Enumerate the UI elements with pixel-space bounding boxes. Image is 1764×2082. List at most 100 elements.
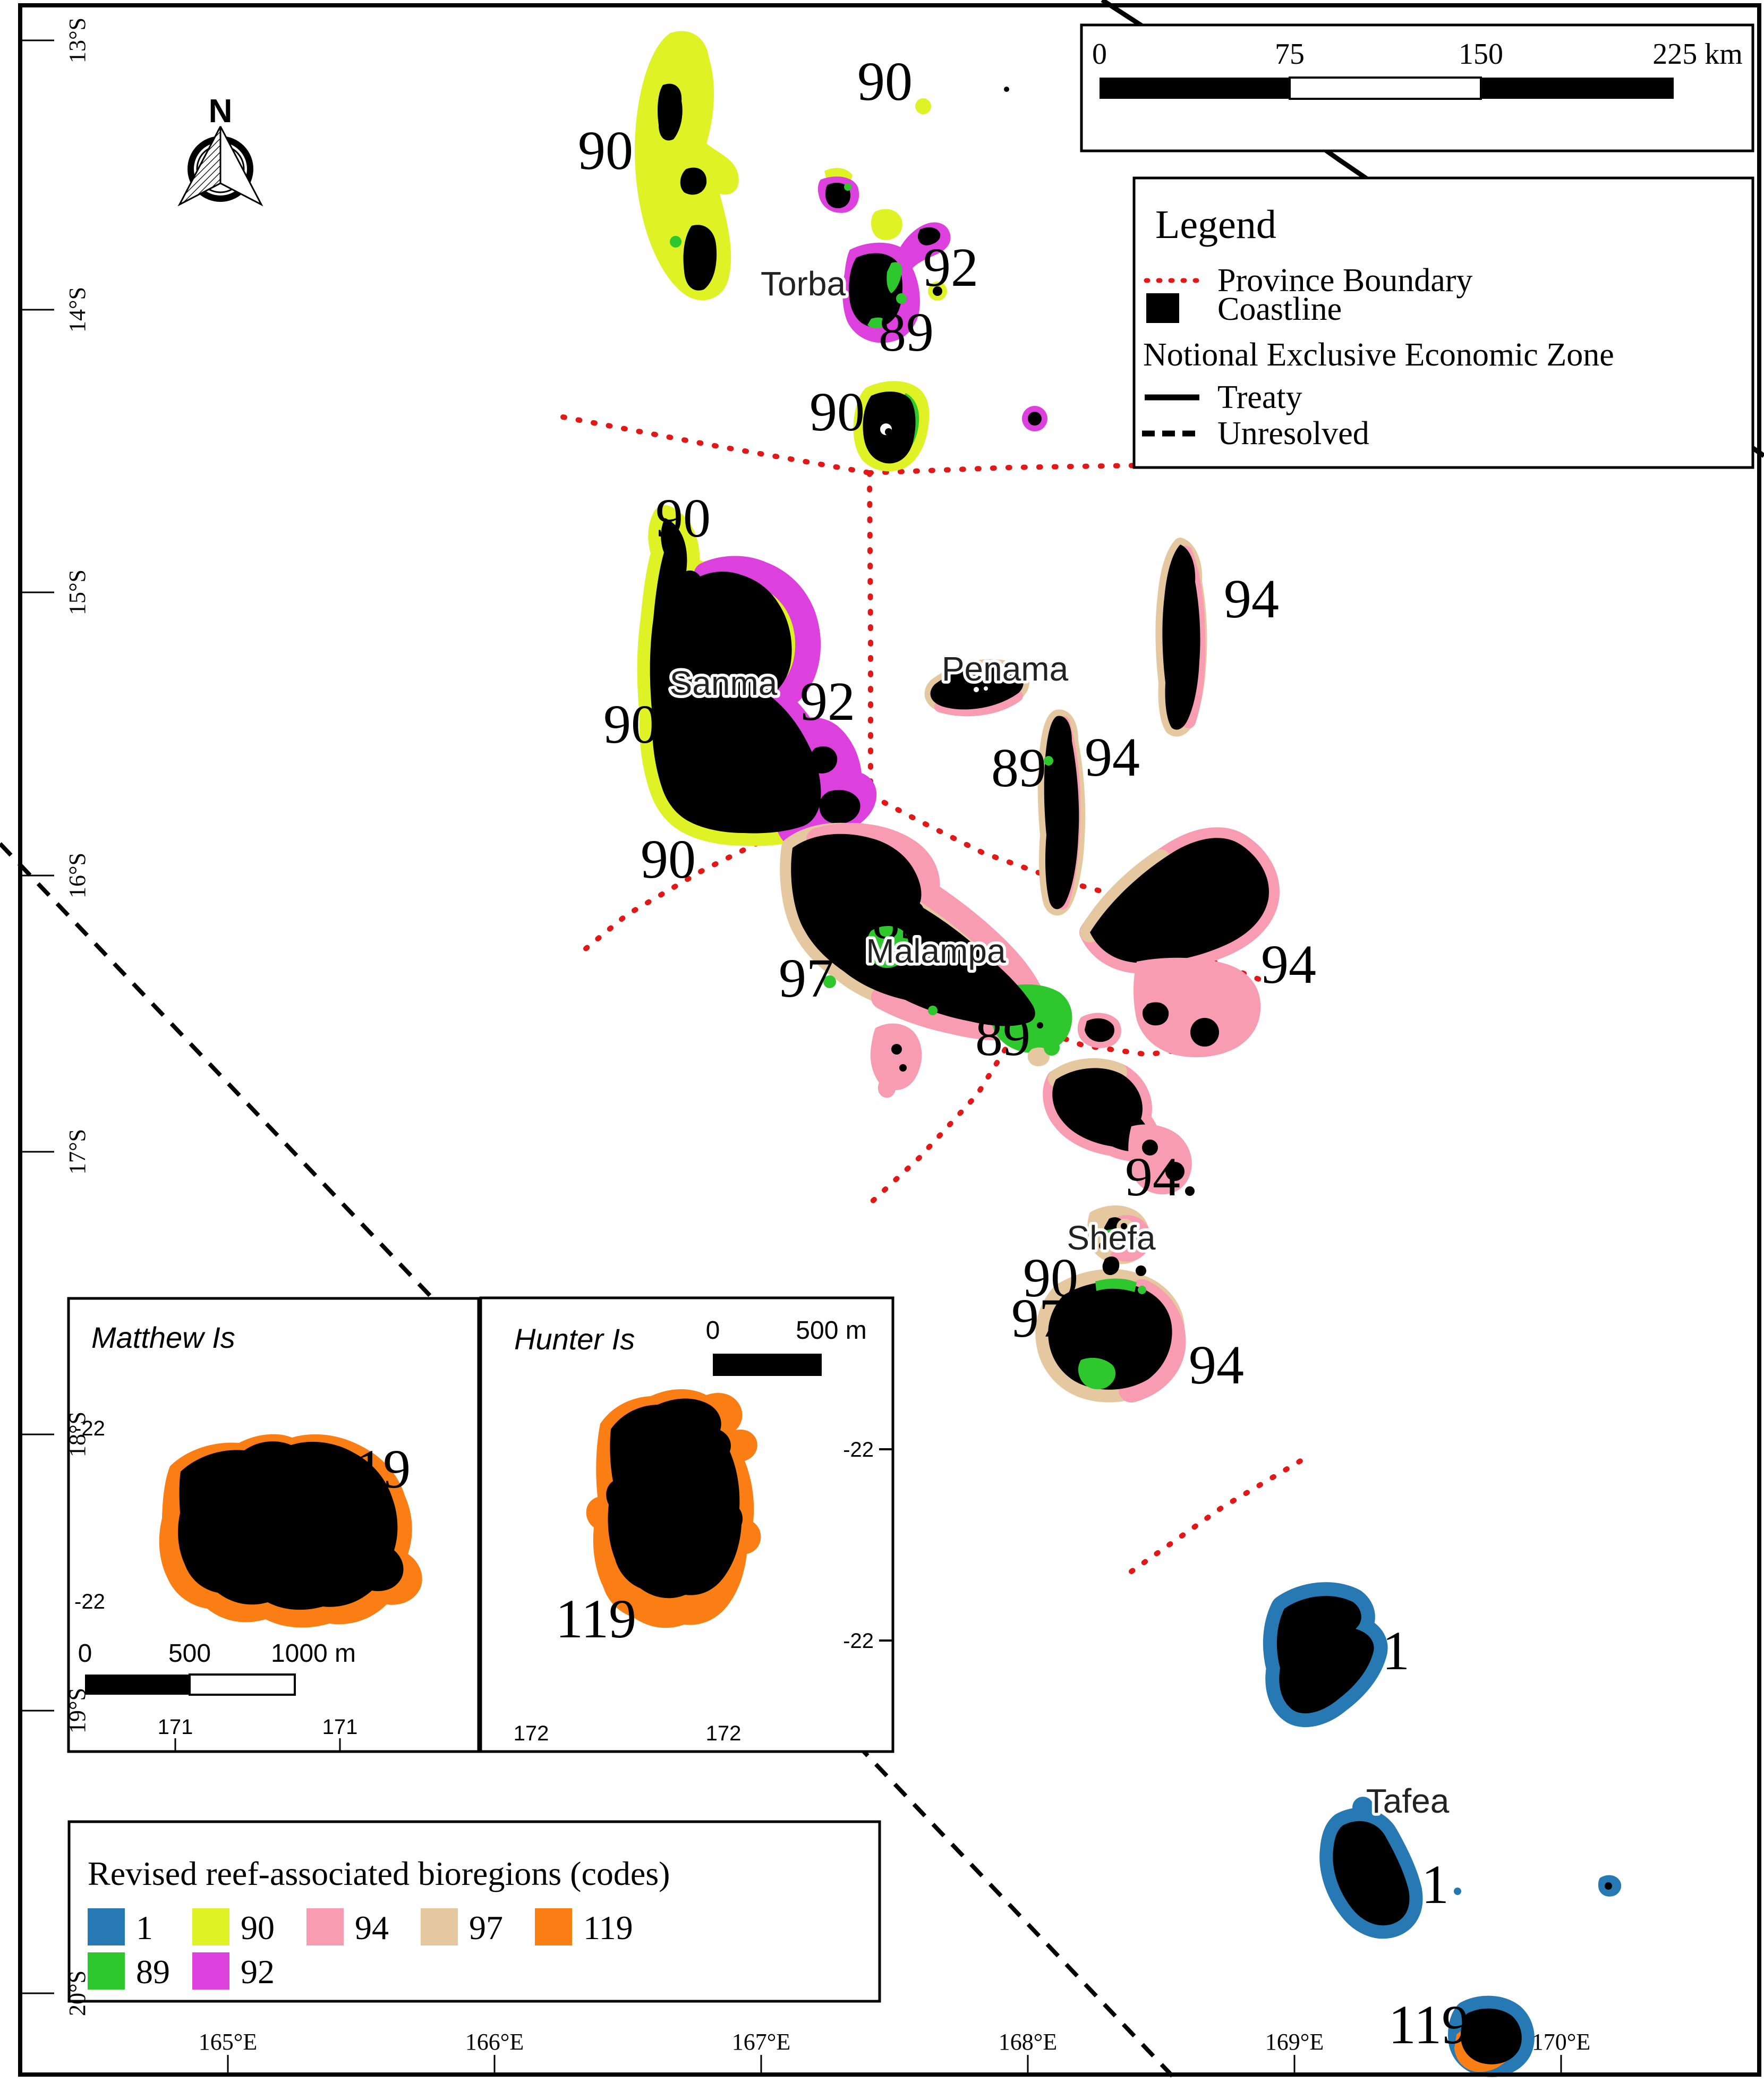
islet-nguna-core: [1121, 1223, 1127, 1229]
lon-label: 167°E: [732, 2029, 790, 2055]
code-label: 90: [641, 829, 696, 890]
islet-mota-reef: [871, 209, 902, 241]
island-malekula-green-ne-inner: [867, 926, 909, 968]
bioregion-swatch-97: [421, 1908, 458, 1945]
island-efate-green-n: [1095, 1278, 1137, 1292]
lat-label: 16°S: [64, 853, 90, 898]
code-label: 97: [779, 948, 834, 1009]
island-vanualava-green-a: [887, 262, 902, 293]
island-gaua-lake-core: [885, 428, 892, 436]
islet-maskelynes-b: [899, 1064, 907, 1072]
code-label: 89: [975, 1006, 1030, 1067]
lon-labels: 165°E 166°E 167°E 168°E 169°E 170°E: [199, 2029, 1590, 2055]
code-label: 89: [872, 889, 927, 950]
islet-motalava-green: [844, 183, 851, 191]
islet-shepherds-green: [1105, 1228, 1119, 1236]
inset-hunter-lon-a: 172: [514, 1722, 549, 1745]
code-label: 92: [800, 671, 855, 732]
islet-motalava-core: [825, 183, 851, 209]
inset-hunter-scale-0: 0: [706, 1316, 720, 1345]
island-tanna-core: [1333, 1821, 1410, 1926]
code-label: 92: [923, 237, 978, 298]
bioregion-code-119: 119: [583, 1909, 633, 1947]
lat-label: 17°S: [64, 1129, 90, 1175]
legend-label-unresolved: Unresolved: [1217, 415, 1369, 452]
islet-yellow-top: [915, 98, 931, 114]
bioregion-swatch-119: [535, 1908, 572, 1945]
inset-matthew-scale-1000: 1000 m: [271, 1639, 356, 1668]
code-label: 90: [857, 51, 913, 112]
code-label: 119: [556, 1588, 636, 1650]
eez-unresolved-line: [0, 842, 1180, 2082]
island-efate-green-e: [1138, 1286, 1146, 1294]
code-label: 94: [1189, 1335, 1244, 1396]
code-label: 119: [330, 1439, 411, 1500]
islet-lopevi: [1190, 1018, 1219, 1047]
bioregion-legend: Revised reef-associated bioregions (code…: [67, 1820, 881, 2003]
scalebar-tick-150: 150: [1459, 38, 1503, 71]
province-label-tafea: Tafea: [1366, 1782, 1450, 1820]
bioregion-code-90: 90: [241, 1909, 275, 1947]
islet-merelava-core: [1028, 412, 1042, 426]
inset-matthew-scale-0: 0: [78, 1639, 92, 1668]
island-banks-core-a: [658, 83, 683, 141]
code-label: 89: [879, 302, 934, 363]
province-label-penama: Penama: [942, 650, 1069, 688]
inset-matthew-title: Matthew Is: [91, 1321, 235, 1354]
code-label: 1: [1382, 1620, 1410, 1681]
inset-matthew-lon-a: 171: [158, 1715, 193, 1739]
island-ambae-reef-south: [934, 690, 1023, 717]
islet-maskelynes-a: [891, 1044, 902, 1055]
islet-shepherds-core-c: [1120, 1239, 1128, 1247]
lon-ticks: [227, 2055, 1562, 2073]
islet-nguna-pink: [1127, 1227, 1136, 1236]
scalebar-segment-1: [1100, 78, 1290, 99]
island-banks-green-patch: [670, 236, 681, 248]
lat-label: 14°S: [64, 287, 90, 333]
island-malekula-green-w: [823, 975, 836, 988]
lat-ticks: [20, 39, 54, 1994]
islet-green-dot: [1044, 1040, 1060, 1056]
code-label: 90: [809, 381, 865, 443]
island-epi-core: [1052, 1068, 1151, 1152]
legend-title: Legend: [1155, 202, 1276, 247]
scalebar-tick-0: 0: [1092, 38, 1107, 71]
inset-hunter-bar: [713, 1354, 822, 1376]
scalebar-tick-225: 225 km: [1652, 38, 1743, 71]
islet-malo-core: [819, 789, 860, 824]
island-ambae-lake-a: [974, 687, 979, 692]
lat-label: 20°S: [64, 1970, 90, 2016]
bioregion-code-89: 89: [136, 1953, 170, 1991]
lon-label: 170°E: [1532, 2029, 1590, 2055]
island-erromango-core: [1276, 1596, 1374, 1714]
inset-matthew-lon-b: 171: [322, 1715, 358, 1739]
inset-matthew-scale-500: 500: [168, 1639, 211, 1668]
inset-matthew-lat-b: -22: [74, 1590, 105, 1613]
north-arrow-wing-left: [177, 126, 221, 207]
island-pentecost-core: [1044, 716, 1079, 910]
bioregion-swatch-92: [192, 1952, 229, 1990]
boundary-sanma-penama: [867, 470, 873, 798]
islands-sanma: [637, 505, 877, 853]
lat-label: 19°S: [64, 1688, 90, 1733]
code-label: 94: [1224, 568, 1279, 630]
province-label-sanma: Sanma: [670, 664, 778, 702]
island-vanualava-green-b: [867, 317, 886, 328]
inset-matthew-island-core: [178, 1441, 404, 1610]
legend-swatch-coastline: [1146, 293, 1179, 323]
island-malekula-core: [791, 834, 1035, 1026]
lat-label: 13°S: [64, 18, 90, 63]
islet-epi-c: [1185, 1186, 1195, 1196]
reef-maskelynes: [870, 1023, 922, 1098]
islet-epi-b: [1165, 1162, 1184, 1181]
island-vanualava-green-c: [896, 293, 907, 304]
legend-box: [1132, 176, 1754, 469]
legend-label-treaty: Treaty: [1217, 379, 1302, 415]
north-arrow-label: N: [209, 93, 233, 130]
inset-hunter-title: Hunter Is: [514, 1322, 635, 1356]
bioregion-swatch-89: [88, 1952, 125, 1990]
inset-matthew-bar-1: [85, 1675, 190, 1695]
inset-hunter-scale-500: 500 m: [796, 1316, 866, 1345]
code-label: 94: [1125, 1146, 1180, 1208]
